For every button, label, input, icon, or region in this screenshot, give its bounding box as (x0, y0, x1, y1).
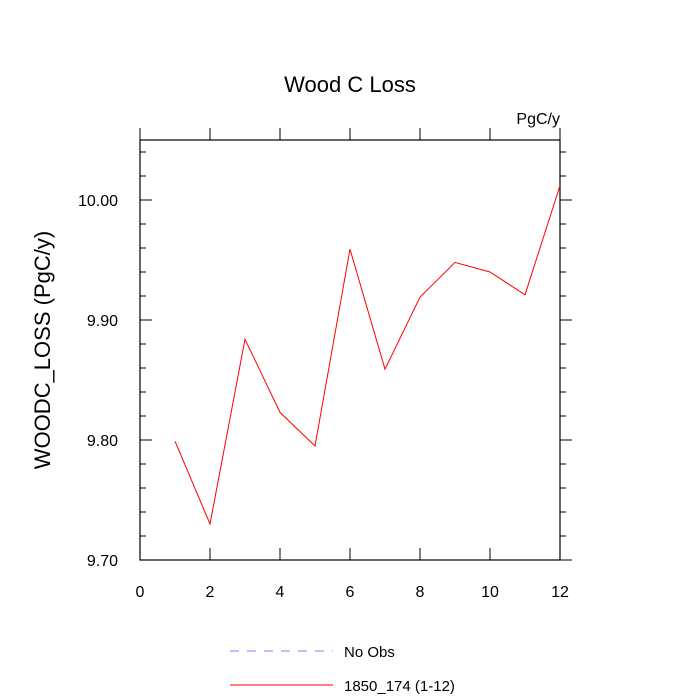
axis-tick-labels: 0 2 4 6 8 10 12 9.70 9.80 9.90 10.00 (78, 193, 569, 601)
y-tick-label: 9.80 (87, 433, 118, 450)
series-group (174, 185, 561, 526)
x-tick-label: 8 (416, 584, 425, 601)
x-tick-label: 2 (206, 584, 215, 601)
x-tick-label: 12 (551, 584, 569, 601)
x-tick-label: 6 (346, 584, 355, 601)
x-tick-label: 0 (136, 584, 145, 601)
units-label: PgC/y (516, 111, 560, 128)
y-tick-label: 9.90 (87, 313, 118, 330)
axis-ticks (139, 128, 572, 561)
y-tick-label: 9.70 (87, 553, 118, 570)
legend-label: 1850_174 (1-12) (344, 678, 455, 695)
x-tick-label: 4 (276, 584, 285, 601)
legend-label: No Obs (344, 644, 395, 661)
x-tick-label: 10 (481, 584, 499, 601)
legend: No Obs 1850_174 (1-12) (230, 644, 455, 695)
y-axis-label: WOODC_LOSS (PgC/y) (30, 231, 55, 469)
chart-title: Wood C Loss (284, 72, 416, 97)
series-line (174, 185, 561, 526)
plot-frame (139, 139, 561, 561)
y-tick-label: 10.00 (78, 193, 118, 210)
